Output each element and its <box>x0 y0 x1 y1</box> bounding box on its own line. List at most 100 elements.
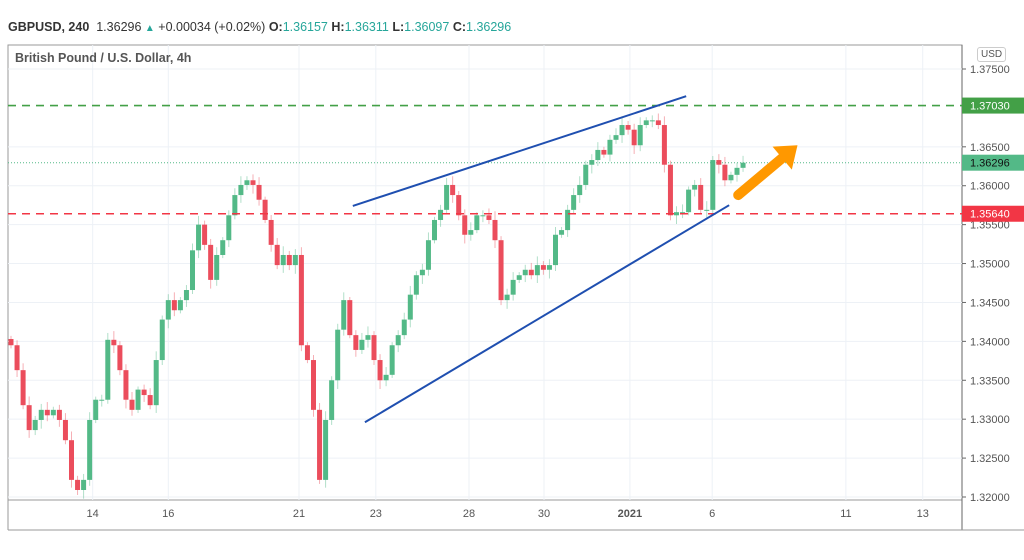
candle-body <box>171 300 177 311</box>
candle-body <box>383 374 389 381</box>
candle-body <box>462 215 468 235</box>
currency-button[interactable]: USD <box>977 47 1007 62</box>
candle-body <box>516 275 522 280</box>
candle-body <box>262 199 268 220</box>
candle-body <box>87 419 93 480</box>
candle-body <box>649 120 655 122</box>
symbol-header: GBPUSD, 240 1.36296 ▲ +0.00034 (+0.02%) … <box>8 20 511 34</box>
candle-body <box>407 294 413 320</box>
candle-body <box>238 184 244 196</box>
candle-body <box>183 290 189 301</box>
candle-body <box>50 409 56 416</box>
candle-body <box>323 419 329 480</box>
candle-body <box>75 479 81 490</box>
candle-body <box>595 149 601 161</box>
candle-body <box>734 167 740 175</box>
y-tick-label: 1.37500 <box>970 64 1010 76</box>
y-tick-label: 1.34000 <box>970 336 1010 348</box>
candle-body <box>93 399 99 420</box>
candle-body <box>304 345 310 361</box>
candle-body <box>740 162 746 168</box>
candle-body <box>716 160 722 165</box>
candle-body <box>450 184 456 196</box>
candle-body <box>583 164 589 185</box>
low-label: L: <box>392 20 405 34</box>
candle-body <box>274 244 280 266</box>
candle-body <box>377 360 383 381</box>
candle-body <box>220 240 226 255</box>
up-triangle-icon: ▲ <box>144 23 155 34</box>
candle-body <box>510 279 516 295</box>
candle-body <box>69 440 74 480</box>
candle-body <box>81 479 87 490</box>
candle-body <box>111 339 117 346</box>
candle-body <box>153 360 159 406</box>
candle-body <box>704 209 710 211</box>
candle-body <box>32 419 38 431</box>
candle-body <box>631 129 637 146</box>
low-value: 1.36097 <box>404 20 450 34</box>
candle-body <box>571 195 577 210</box>
close-label: C: <box>452 20 467 34</box>
candle-body <box>26 405 32 431</box>
candle-body <box>674 212 679 216</box>
support-price-tag <box>962 205 1024 222</box>
x-tick-label: 11 <box>840 508 851 520</box>
candle-body <box>625 125 631 130</box>
candle-body <box>413 275 419 295</box>
candle-body <box>546 265 552 270</box>
x-tick-label: 6 <box>709 508 715 520</box>
candle-body <box>359 339 365 350</box>
candle-body <box>365 335 371 340</box>
chart-subtitle: British Pound / U.S. Dollar, 4h <box>15 51 192 65</box>
x-tick-label: 21 <box>293 508 305 520</box>
candle-body <box>56 409 62 420</box>
candle-body <box>99 399 105 401</box>
candle-body <box>329 380 335 420</box>
last-price-tag <box>962 154 1024 171</box>
x-tick-label: 2021 <box>618 508 642 520</box>
candle-body <box>38 409 44 420</box>
candle-body <box>692 184 698 190</box>
candle-body <box>44 409 50 416</box>
candle-body <box>141 389 147 396</box>
candle-body <box>123 370 129 400</box>
plot-frame <box>7 44 963 501</box>
candle-body <box>286 254 292 266</box>
price-change: +0.00034 (+0.02%) <box>158 20 266 34</box>
candle-body <box>341 300 347 330</box>
candle-body <box>468 230 474 235</box>
up-arrow-icon <box>772 145 798 170</box>
candle-body <box>492 219 498 241</box>
candle-body <box>62 419 68 441</box>
candle-body <box>117 345 123 371</box>
candle-body <box>389 345 395 375</box>
candle-body <box>244 180 250 185</box>
y-tick-label: 1.33500 <box>970 375 1010 387</box>
candle-body <box>177 300 183 311</box>
candle-body <box>196 224 202 251</box>
last-price-label: 1.36296 <box>970 158 1010 170</box>
candle-body <box>613 135 619 140</box>
candle-body <box>661 125 667 165</box>
y-tick-label: 1.35000 <box>970 259 1010 271</box>
high-label: H: <box>331 20 345 34</box>
candle-body <box>686 189 692 213</box>
candle-body <box>438 209 444 220</box>
candle-body <box>14 345 20 371</box>
candle-body <box>522 269 528 276</box>
candle-body <box>710 160 716 210</box>
candle-body <box>335 329 341 381</box>
candle-body <box>292 254 298 266</box>
candle-body <box>311 360 316 410</box>
candle-body <box>298 254 304 346</box>
y-tick-label: 1.36000 <box>970 181 1010 193</box>
candle-body <box>226 215 232 241</box>
candle-body <box>504 294 510 301</box>
candle-body <box>667 164 673 216</box>
candle-body <box>419 269 425 276</box>
high-value: 1.36311 <box>344 20 389 34</box>
candle-body <box>456 195 462 216</box>
candle-body <box>680 212 686 214</box>
